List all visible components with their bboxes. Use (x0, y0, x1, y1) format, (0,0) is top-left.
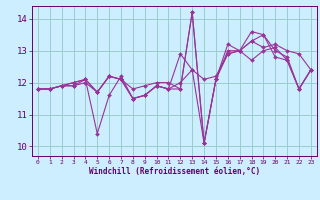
X-axis label: Windchill (Refroidissement éolien,°C): Windchill (Refroidissement éolien,°C) (89, 167, 260, 176)
